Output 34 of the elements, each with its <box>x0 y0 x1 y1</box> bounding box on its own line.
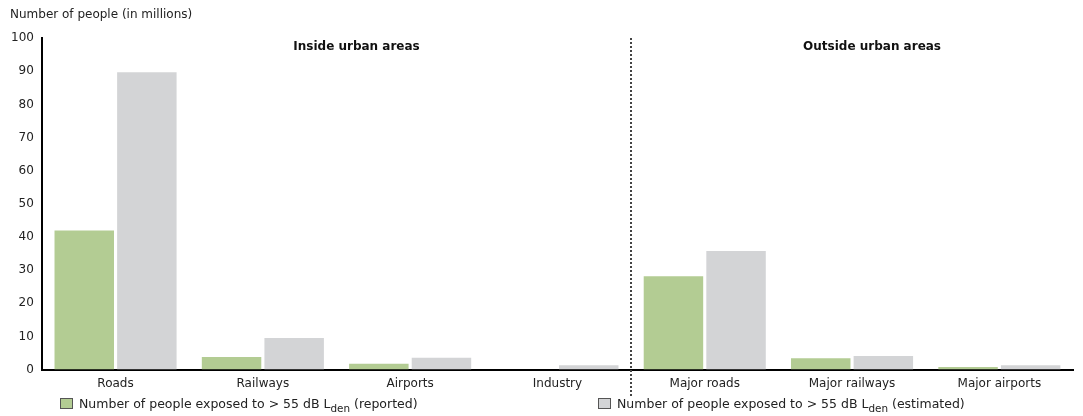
y-tick-label: 40 <box>18 229 34 244</box>
legend-label: Number of people exposed to > 55 dB L$_{den}$ (reported) <box>79 396 418 414</box>
bar <box>1000 365 1061 370</box>
y-tick-label: 30 <box>18 262 34 277</box>
bar <box>411 357 472 370</box>
bar <box>117 72 177 370</box>
y-tick-label: 10 <box>18 328 34 343</box>
bar <box>706 250 766 370</box>
bar <box>54 230 114 370</box>
y-axis-title: Number of people (in millions) <box>10 7 193 21</box>
bar <box>264 338 324 370</box>
y-tick-label: 70 <box>18 129 34 144</box>
x-tick-label: Major airports <box>957 375 1042 390</box>
x-tick-label: Industry <box>532 375 583 390</box>
x-tick-label: Roads <box>97 375 134 390</box>
bar <box>791 358 851 370</box>
x-tick-label: Railways <box>236 375 290 390</box>
y-tick-label: 20 <box>18 295 34 310</box>
legend-label: Number of people exposed to > 55 dB L$_{den}$ (estimated) <box>617 396 965 414</box>
bar <box>559 365 619 370</box>
y-tick-label: 80 <box>18 96 34 111</box>
x-tick-label: Airports <box>386 375 434 390</box>
x-tick-label: Major roads <box>669 375 740 390</box>
bar <box>201 357 262 370</box>
annotation: Inside urban areas <box>293 39 420 54</box>
x-tick-label: Major railways <box>808 375 896 390</box>
annotation: Outside urban areas <box>803 39 941 54</box>
bar <box>643 276 704 370</box>
y-tick-label: 60 <box>18 162 34 177</box>
y-tick-label: 0 <box>26 361 34 376</box>
bar <box>853 356 914 370</box>
y-tick-label: 50 <box>18 196 34 211</box>
y-tick-label: 90 <box>18 63 34 78</box>
y-tick-label: 100 <box>11 30 34 45</box>
